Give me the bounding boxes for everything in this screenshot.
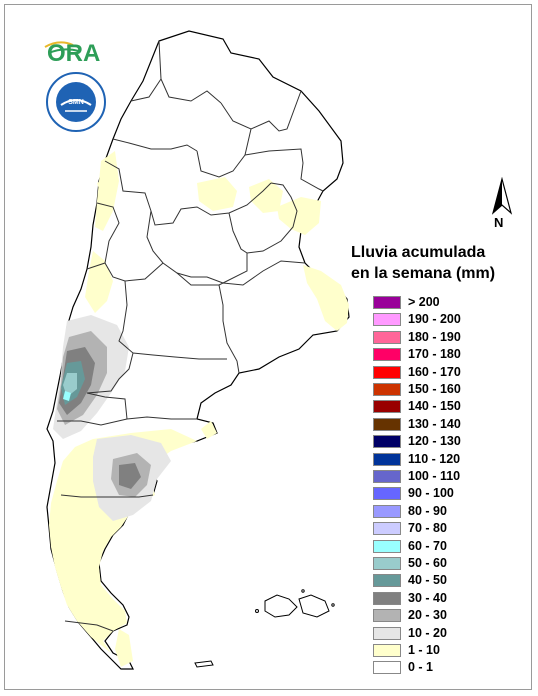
legend-label: 80 - 90 — [408, 503, 447, 518]
legend-label: 170 - 180 — [408, 347, 461, 362]
legend-swatch — [373, 296, 401, 309]
legend-swatch — [373, 383, 401, 396]
north-label: N — [494, 215, 504, 230]
ora-logo-text: ORA — [47, 40, 100, 67]
rainfall-map — [46, 30, 350, 670]
legend-item: 70 - 80 — [373, 521, 513, 538]
legend-label: 40 - 50 — [408, 573, 447, 588]
legend-swatch — [373, 591, 401, 605]
legend-label: > 200 — [408, 295, 440, 309]
legend-swatch — [373, 626, 401, 640]
legend-item: 170 - 180 — [373, 347, 513, 364]
legend-label: 70 - 80 — [408, 521, 447, 536]
legend-swatch — [373, 470, 401, 483]
legend-label: 60 - 70 — [408, 538, 447, 553]
svg-text:SMN: SMN — [68, 99, 84, 106]
legend-swatch — [373, 522, 401, 536]
legend-swatch — [373, 330, 401, 344]
legend-label: 100 - 110 — [408, 469, 461, 483]
legend-label: 160 - 170 — [408, 364, 461, 379]
legend-item: 140 - 150 — [373, 399, 513, 416]
legend-swatch — [373, 417, 401, 431]
legend-swatch — [373, 487, 401, 501]
legend-item: 0 - 1 — [373, 660, 513, 677]
legend-item: 190 - 200 — [373, 312, 513, 329]
province-borders — [57, 40, 324, 632]
legend-label: 180 - 190 — [408, 329, 461, 344]
legend-swatch — [373, 435, 401, 449]
legend-label: 120 - 130 — [408, 434, 461, 449]
legend-item: 50 - 60 — [373, 556, 513, 573]
legend-title-line1: Lluvia acumulada — [351, 244, 486, 261]
legend-swatch — [373, 452, 401, 466]
legend-item: 150 - 160 — [373, 382, 513, 399]
north-arrow-icon — [491, 177, 513, 215]
legend-swatch — [373, 574, 401, 588]
legend-item: 120 - 130 — [373, 434, 513, 451]
legend-swatch — [373, 365, 401, 379]
legend-label: 30 - 40 — [408, 590, 447, 605]
legend-item: 80 - 90 — [373, 504, 513, 521]
legend-item: 110 - 120 — [373, 452, 513, 469]
legend-label: 110 - 120 — [408, 451, 461, 466]
legend-label: 1 - 10 — [408, 643, 440, 657]
legend-swatch — [373, 504, 401, 518]
legend-swatch — [373, 348, 401, 362]
legend-item: > 200 — [373, 295, 513, 312]
legend-item: 20 - 30 — [373, 608, 513, 625]
malvinas-islands — [255, 589, 335, 618]
legend-item: 130 - 140 — [373, 417, 513, 434]
legend-title: Lluvia acumulada en la semana (mm) — [351, 242, 495, 284]
legend-swatch — [373, 609, 401, 623]
legend-swatch — [373, 661, 401, 675]
legend-label: 10 - 20 — [408, 625, 447, 640]
smn-logo: SMN — [46, 72, 106, 132]
legend-item: 90 - 100 — [373, 486, 513, 503]
legend-item: 180 - 190 — [373, 330, 513, 347]
legend-label: 130 - 140 — [408, 416, 461, 431]
legend-label: 190 - 200 — [408, 312, 461, 327]
legend-swatch — [373, 644, 401, 657]
legend-label: 0 - 1 — [408, 660, 434, 675]
legend-item: 40 - 50 — [373, 573, 513, 590]
legend-swatch — [373, 400, 401, 414]
legend-item: 100 - 110 — [373, 469, 513, 486]
small-island — [194, 660, 214, 668]
map-frame: ORA SMN N Lluvia acumulada en la semana … — [4, 4, 532, 690]
legend-item: 30 - 40 — [373, 591, 513, 608]
legend-label: 150 - 160 — [408, 382, 461, 396]
rainfall-shading — [49, 151, 349, 667]
legend-item: 160 - 170 — [373, 365, 513, 382]
legend-label: 50 - 60 — [408, 556, 447, 570]
legend-title-line2: en la semana (mm) — [351, 265, 496, 282]
legend-swatch — [373, 539, 401, 553]
legend-item: 1 - 10 — [373, 643, 513, 660]
legend-item: 60 - 70 — [373, 539, 513, 556]
legend-swatch — [373, 557, 401, 570]
ora-logo: ORA — [44, 40, 100, 67]
legend-item: 10 - 20 — [373, 626, 513, 643]
legend-swatch — [373, 313, 401, 327]
legend-label: 20 - 30 — [408, 608, 447, 623]
legend-label: 90 - 100 — [408, 486, 454, 501]
legend-label: 140 - 150 — [408, 399, 461, 414]
